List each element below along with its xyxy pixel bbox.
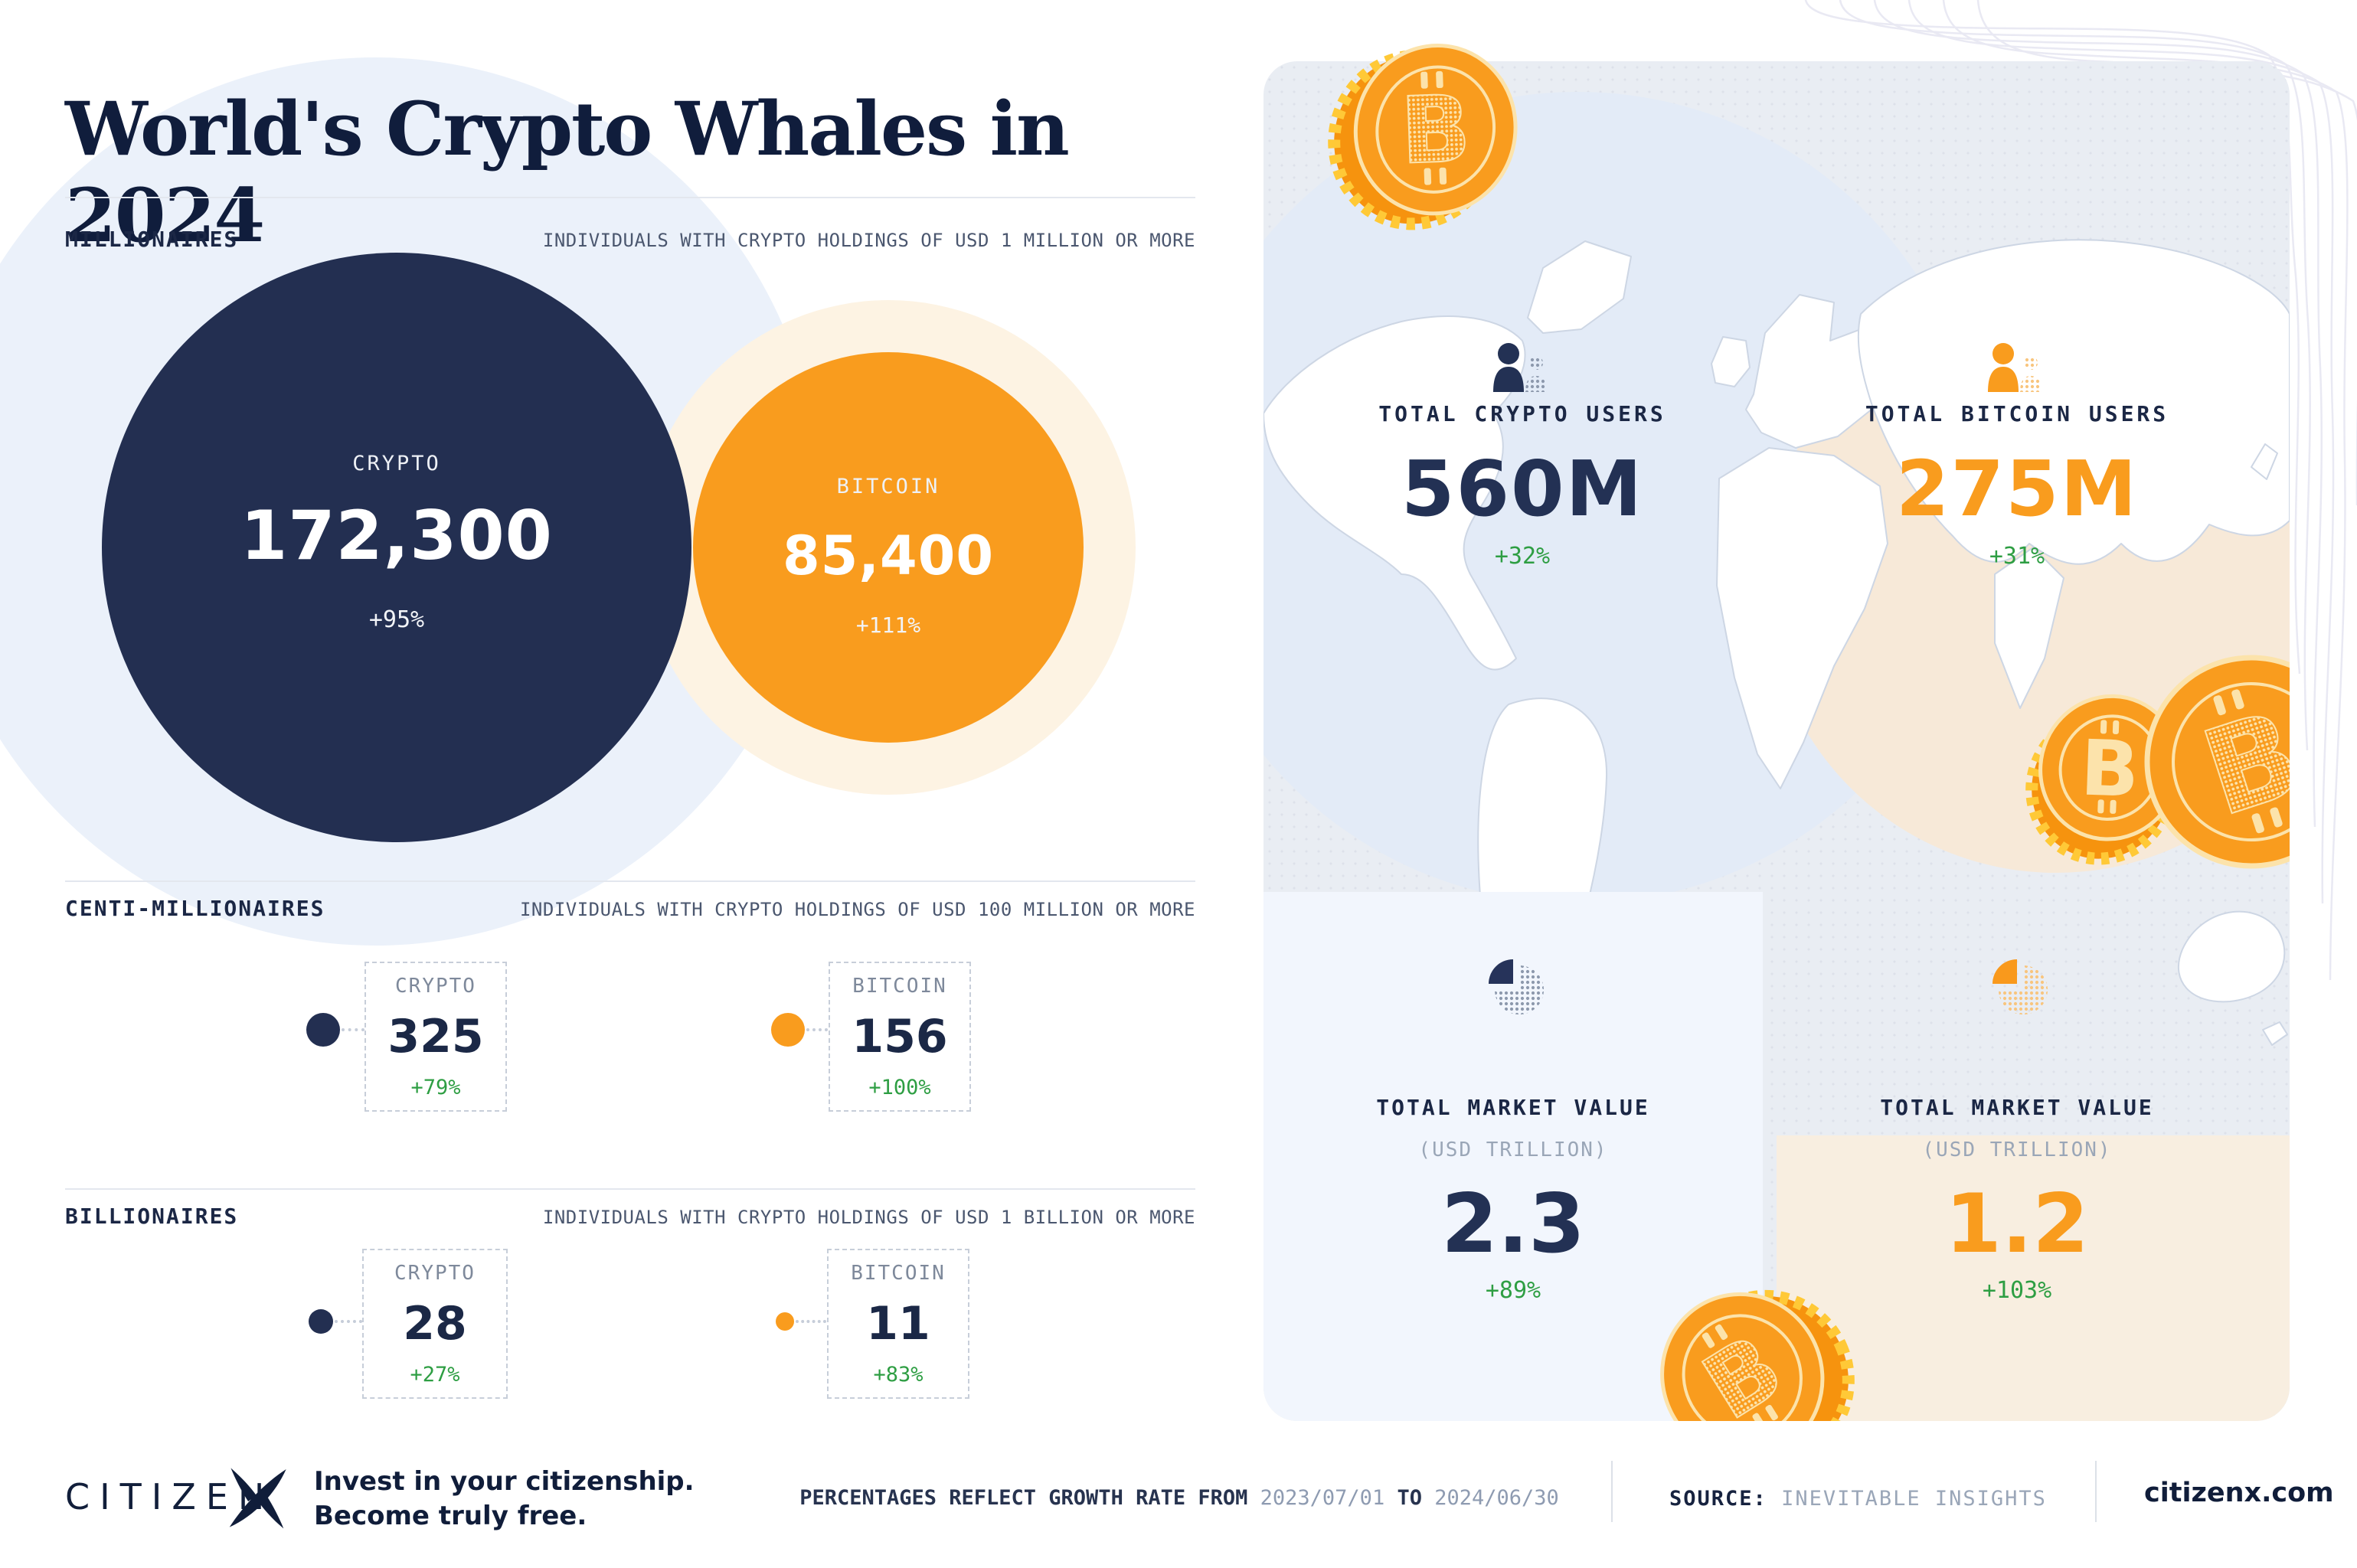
tagline-line-2: Become truly free. <box>314 1501 587 1531</box>
bitcoin-users-growth: +31% <box>1989 543 2045 570</box>
bubble-label: CRYPTO <box>352 452 441 475</box>
world-stats-panel: TOTAL CRYPTO USERS 560M +32% TOTAL BITCO… <box>1263 61 2290 1421</box>
crypto-centi-box: CRYPTO 325 +79% <box>365 962 507 1112</box>
box-growth: +100% <box>868 1075 931 1099</box>
crypto-billionaires-box: CRYPTO 28 +27% <box>362 1249 508 1399</box>
box-growth: +27% <box>410 1362 460 1387</box>
brand-wordmark: CITIZEN <box>65 1476 275 1517</box>
source-value: INEVITABLE INSIGHTS <box>1781 1487 2047 1511</box>
dotted-connector <box>806 1028 828 1031</box>
page-title: World's Crypto Whales in 2024 <box>65 86 1070 260</box>
crypto-dot <box>309 1309 333 1334</box>
bitcoin-billionaires-box: BITCOIN 11 +83% <box>827 1249 969 1399</box>
section-label-centi-millionaires: CENTI-MILLIONAIRES <box>65 896 325 921</box>
note-date-to: 2024/06/30 <box>1434 1486 1559 1510</box>
bitcoin-coin-icon: B <box>1660 1289 1855 1421</box>
crypto-pie-chart-icon <box>1489 959 1544 1014</box>
box-value: 156 <box>852 1009 948 1063</box>
contour-lines-decoration <box>1804 0 2357 981</box>
bubble-growth: +111% <box>855 612 921 638</box>
crypto-market-label: TOTAL MARKET VALUE <box>1376 1095 1650 1120</box>
tagline-line-1: Invest in your citizenship. <box>314 1466 695 1497</box>
bubble-label: BITCOIN <box>836 475 940 498</box>
bubble-growth: +95% <box>368 606 425 633</box>
website-link: citizenx.com <box>2144 1478 2334 1508</box>
section-desc-centi-millionaires: INDIVIDUALS WITH CRYPTO HOLDINGS OF USD … <box>519 899 1195 920</box>
bitcoin-centi-box: BITCOIN 156 +100% <box>829 962 971 1112</box>
section-divider <box>65 197 1195 198</box>
bubble-value: 172,300 <box>240 496 553 575</box>
crypto-users-growth: +32% <box>1494 543 1551 570</box>
citizenx-logo-icon <box>229 1468 286 1529</box>
crypto-dot <box>306 1013 340 1047</box>
crypto-market-growth: +89% <box>1485 1277 1541 1304</box>
brand-tagline: Invest in your citizenship. Become truly… <box>314 1465 695 1534</box>
bitcoin-dot <box>771 1013 805 1047</box>
box-value: 325 <box>387 1009 484 1063</box>
dotted-connector <box>796 1320 826 1323</box>
svg-text:B: B <box>1399 77 1473 185</box>
bitcoin-users-label: TOTAL BITCOIN USERS <box>1865 401 2169 426</box>
crypto-users-value: 560M <box>1401 444 1644 534</box>
box-label: CRYPTO <box>394 1261 476 1285</box>
dotted-connector <box>335 1320 362 1323</box>
box-value: 11 <box>866 1296 930 1351</box>
source-note: SOURCE: INEVITABLE INSIGHTS <box>1669 1487 2047 1511</box>
crypto-users-label: TOTAL CRYPTO USERS <box>1378 401 1666 426</box>
box-growth: +83% <box>873 1362 924 1387</box>
bitcoin-millionaires-bubble: BITCOIN 85,400 +111% <box>693 352 1084 743</box>
bitcoin-market-growth: +103% <box>1982 1277 2052 1304</box>
note-mid: TO <box>1384 1486 1435 1510</box>
bitcoin-market-card <box>1777 1135 2290 1421</box>
section-desc-millionaires: INDIVIDUALS WITH CRYPTO HOLDINGS OF USD … <box>542 230 1195 251</box>
world-map <box>1263 239 2290 1085</box>
section-divider <box>65 1188 1195 1190</box>
crypto-users-icon <box>1493 343 1547 392</box>
bitcoin-coin-icon: B <box>2144 655 2290 869</box>
box-label: CRYPTO <box>395 974 476 998</box>
section-divider <box>65 880 1195 882</box>
section-desc-billionaires: INDIVIDUALS WITH CRYPTO HOLDINGS OF USD … <box>542 1207 1195 1228</box>
bitcoin-market-sub: (USD TRILLION) <box>1922 1138 2112 1161</box>
box-label: BITCOIN <box>851 1261 946 1285</box>
bitcoin-pie-chart-icon <box>1992 959 2048 1014</box>
source-label: SOURCE: <box>1669 1487 1767 1511</box>
bitcoin-market-label: TOTAL MARKET VALUE <box>1880 1095 2154 1120</box>
box-label: BITCOIN <box>852 974 947 998</box>
note-date-from: 2023/07/01 <box>1260 1486 1385 1510</box>
footer-divider <box>1611 1461 1613 1522</box>
dotted-connector <box>342 1028 365 1031</box>
bitcoin-dot <box>776 1312 794 1331</box>
growth-rate-note: PERCENTAGES REFLECT GROWTH RATE FROM 202… <box>766 1486 1593 1510</box>
box-value: 28 <box>403 1296 467 1351</box>
box-growth: +79% <box>410 1075 461 1099</box>
bitcoin-users-icon <box>1988 343 2042 392</box>
bitcoin-market-value: 1.2 <box>1945 1177 2089 1271</box>
section-label-billionaires: BILLIONAIRES <box>65 1204 239 1229</box>
section-label-millionaires: MILLIONAIRES <box>65 227 239 252</box>
crypto-millionaires-bubble: CRYPTO 172,300 +95% <box>102 253 691 842</box>
crypto-market-sub: (USD TRILLION) <box>1418 1138 1608 1161</box>
bubble-value: 85,400 <box>782 524 995 587</box>
footer-divider <box>2095 1461 2097 1522</box>
bitcoin-users-value: 275M <box>1895 444 2139 534</box>
svg-text:B: B <box>2079 723 2140 815</box>
bitcoin-coin-icon: B <box>1328 44 1518 230</box>
note-prefix: PERCENTAGES REFLECT GROWTH RATE FROM <box>799 1486 1260 1510</box>
crypto-market-value: 2.3 <box>1441 1177 1585 1271</box>
